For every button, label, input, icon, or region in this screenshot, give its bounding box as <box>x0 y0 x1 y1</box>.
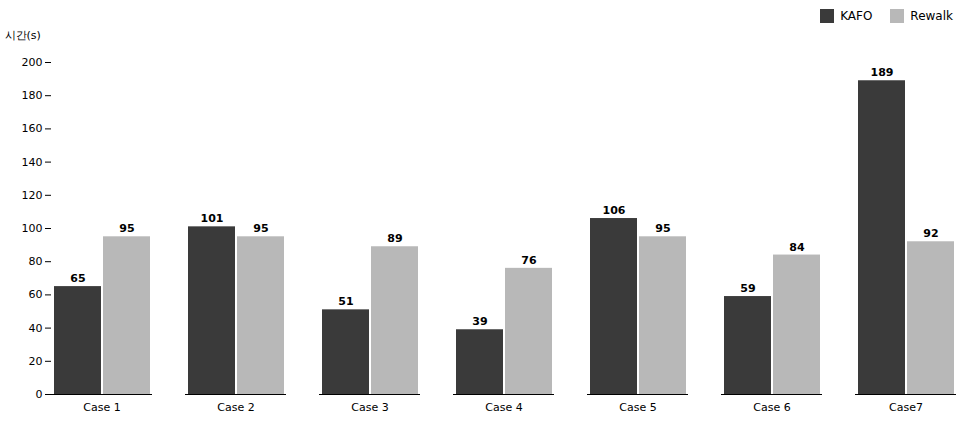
svg-text:89: 89 <box>387 232 402 245</box>
svg-text:39: 39 <box>472 315 487 328</box>
svg-text:95: 95 <box>119 222 134 235</box>
svg-text:101: 101 <box>201 212 224 225</box>
svg-text:95: 95 <box>253 222 268 235</box>
svg-text:140: 140 <box>22 156 43 169</box>
svg-text:189: 189 <box>871 66 894 79</box>
svg-text:120: 120 <box>22 189 43 202</box>
svg-text:76: 76 <box>521 254 537 267</box>
html-text:Rewalk: Rewalk <box>910 9 953 23</box>
svg-text:65: 65 <box>70 272 85 285</box>
svg-text:51: 51 <box>338 295 353 308</box>
svg-text:20: 20 <box>29 355 43 368</box>
svg-text:95: 95 <box>655 222 670 235</box>
svg-text:Case 2: Case 2 <box>217 401 254 414</box>
svg-text:200: 200 <box>22 56 43 69</box>
svg-text:100: 100 <box>22 222 43 235</box>
svg-text:Case 5: Case 5 <box>619 401 656 414</box>
svg-text:Case 1: Case 1 <box>83 401 120 414</box>
svg-text:Case 3: Case 3 <box>351 401 388 414</box>
svg-text:0: 0 <box>36 388 43 401</box>
svg-text:80: 80 <box>29 255 43 268</box>
svg-text:Case 6: Case 6 <box>753 401 790 414</box>
svg-text:60: 60 <box>29 288 43 301</box>
svg-text:106: 106 <box>603 204 626 217</box>
svg-text:180: 180 <box>22 89 43 102</box>
svg-text:160: 160 <box>22 122 43 135</box>
html-text:KAFO: KAFO <box>840 9 873 23</box>
svg-text:Case7: Case7 <box>889 401 923 414</box>
svg-text:84: 84 <box>789 241 805 254</box>
svg-text:92: 92 <box>923 227 938 240</box>
svg-text:59: 59 <box>740 282 755 295</box>
svg-text:시간(s): 시간(s) <box>5 29 41 42</box>
svg-text:Case 4: Case 4 <box>485 401 522 414</box>
svg-text:40: 40 <box>29 322 43 335</box>
